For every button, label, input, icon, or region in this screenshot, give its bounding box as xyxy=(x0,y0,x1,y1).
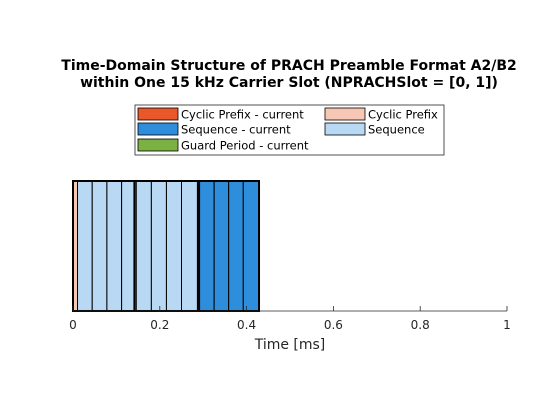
x-axis-label: Time [ms] xyxy=(254,337,326,353)
sequence-bar xyxy=(121,180,135,312)
sequence-bar xyxy=(91,180,108,312)
sequence-bar xyxy=(242,180,260,312)
legend-label: Sequence xyxy=(368,123,425,137)
sequence-bar xyxy=(213,180,230,312)
sequence-bar xyxy=(150,180,167,312)
x-tick-label: 0.6 xyxy=(324,318,343,332)
chart-title-line-2: within One 15 kHz Carrier Slot (NPRACHSl… xyxy=(80,75,498,91)
legend-label: Sequence - current xyxy=(181,123,291,137)
chart-title-line-1: Time-Domain Structure of PRACH Preamble … xyxy=(61,58,516,74)
timeline-bars xyxy=(72,180,261,312)
legend-swatch xyxy=(137,138,179,152)
sequence-bar xyxy=(165,180,183,312)
x-tick-label: 0.2 xyxy=(150,318,169,332)
sequence-bar xyxy=(181,180,199,312)
x-axis: 0 0.2 0.4 0.6 0.8 1 xyxy=(69,306,511,332)
legend-box xyxy=(134,104,445,156)
legend-swatch xyxy=(137,107,179,121)
sequence-bar xyxy=(135,180,152,312)
legend: Cyclic Prefix - current Cyclic PrefixSequ… xyxy=(134,104,445,156)
legend-label: Cyclic Prefix - current xyxy=(181,108,304,122)
x-tick-label: 0.4 xyxy=(237,318,256,332)
x-tick-label: 0 xyxy=(69,318,77,332)
sequence-bar xyxy=(228,180,244,312)
sequence-bar xyxy=(106,180,123,312)
legend-label: Cyclic Prefix xyxy=(368,108,438,122)
legend-swatch xyxy=(324,107,366,121)
legend-swatch xyxy=(137,122,179,136)
x-tick-label: 1 xyxy=(503,318,511,332)
x-tick-label: 0.8 xyxy=(411,318,430,332)
sequence-bar xyxy=(199,180,215,312)
legend-swatch xyxy=(324,122,366,136)
legend-label: Guard Period - current xyxy=(181,139,309,153)
sequence-bar xyxy=(77,180,93,312)
